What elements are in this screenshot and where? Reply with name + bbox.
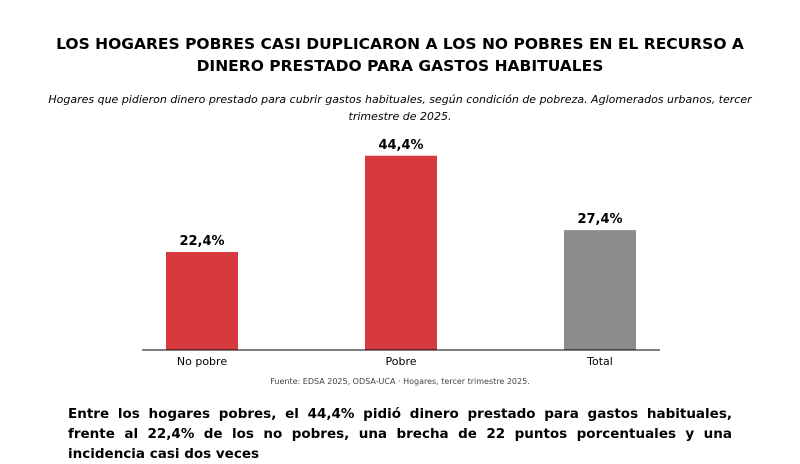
bar-chart: 22,4% No pobre 44,4% Pobre 27,4% Total	[142, 138, 660, 368]
data-label: 44,4%	[378, 138, 423, 153]
x-tick-label: No pobre	[177, 355, 227, 368]
chart-title: LOS HOGARES POBRES CASI DUPLICARON A LOS…	[56, 35, 744, 75]
data-label: 22,4%	[179, 234, 224, 249]
x-tick-label: Total	[586, 355, 613, 368]
bar-no-pobre	[166, 252, 238, 350]
chart-subtitle: Hogares que pidieron dinero prestado par…	[48, 93, 752, 123]
bar-total	[564, 230, 636, 350]
body-paragraph: Entre los hogares pobres, el 44,4% pidió…	[68, 406, 732, 462]
source-note: Fuente: EDSA 2025, ODSA-UCA · Hogares, t…	[270, 377, 530, 386]
data-label: 27,4%	[577, 212, 622, 227]
bar-pobre	[365, 155, 437, 350]
x-tick-label: Pobre	[385, 355, 416, 368]
